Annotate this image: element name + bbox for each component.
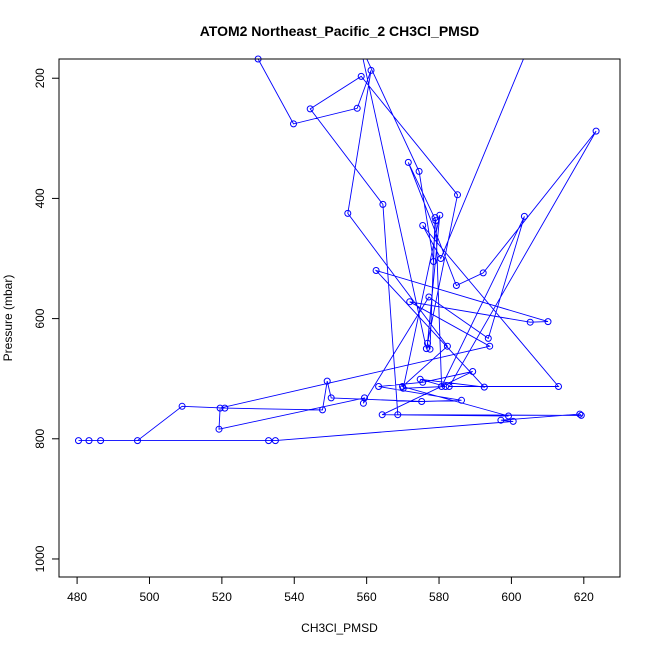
x-tick-label: 480 bbox=[67, 590, 87, 604]
data-point bbox=[480, 383, 488, 391]
x-axis-label: CH3Cl_PMSD bbox=[301, 621, 378, 635]
x-tick-label: 620 bbox=[574, 590, 594, 604]
data-point bbox=[265, 437, 273, 445]
chart-title: ATOM2 Northeast_Pacific_2 CH3Cl_PMSD bbox=[200, 23, 480, 39]
data-point bbox=[306, 105, 314, 113]
x-tick-label: 540 bbox=[284, 590, 304, 604]
data-point bbox=[378, 411, 386, 419]
series-points bbox=[75, 55, 600, 445]
data-point bbox=[134, 437, 141, 445]
data-point bbox=[479, 269, 487, 277]
data-point bbox=[526, 318, 534, 326]
data-point bbox=[406, 298, 414, 306]
data-point bbox=[425, 293, 433, 301]
data-point bbox=[357, 72, 365, 80]
data-point bbox=[85, 437, 93, 445]
data-point bbox=[404, 158, 412, 166]
data-point bbox=[592, 127, 600, 135]
data-point bbox=[327, 394, 335, 402]
data-point bbox=[221, 404, 229, 412]
series-line bbox=[78, 59, 597, 442]
data-point bbox=[443, 342, 451, 350]
y-axis: 200 400 600 800 1000 bbox=[33, 68, 60, 572]
series-polyline bbox=[78, 59, 597, 442]
data-point bbox=[353, 104, 361, 112]
data-point bbox=[216, 404, 224, 412]
data-point bbox=[577, 411, 585, 419]
y-tick-label: 400 bbox=[33, 188, 47, 208]
data-point bbox=[497, 416, 505, 424]
data-point bbox=[344, 209, 352, 217]
x-tick-label: 500 bbox=[139, 590, 159, 604]
data-point bbox=[97, 437, 105, 445]
data-point bbox=[509, 417, 517, 425]
data-point bbox=[215, 425, 223, 433]
y-tick-label: 1000 bbox=[33, 545, 47, 572]
data-point bbox=[445, 383, 453, 390]
data-point bbox=[372, 267, 380, 274]
data-point bbox=[486, 342, 494, 350]
data-point bbox=[394, 411, 402, 419]
data-point bbox=[544, 318, 552, 326]
data-point bbox=[576, 410, 584, 418]
data-point bbox=[271, 437, 279, 445]
x-tick-label: 560 bbox=[357, 590, 377, 604]
data-point bbox=[290, 120, 297, 128]
data-point bbox=[375, 383, 383, 390]
data-point bbox=[359, 399, 367, 407]
y-tick-label: 600 bbox=[33, 308, 47, 328]
data-point bbox=[426, 345, 434, 353]
data-point bbox=[436, 211, 444, 219]
data-point bbox=[418, 398, 426, 405]
data-point bbox=[424, 339, 431, 347]
data-point bbox=[438, 383, 446, 390]
y-tick-label: 800 bbox=[33, 428, 47, 448]
x-tick-label: 580 bbox=[429, 590, 449, 604]
data-point bbox=[458, 396, 465, 404]
x-tick-label: 520 bbox=[212, 590, 232, 604]
data-point bbox=[555, 383, 562, 390]
data-point bbox=[319, 406, 326, 414]
data-point bbox=[415, 167, 423, 175]
data-point bbox=[484, 334, 492, 342]
data-point bbox=[452, 282, 460, 289]
data-point bbox=[75, 437, 82, 445]
data-point bbox=[454, 191, 461, 199]
data-point bbox=[323, 377, 331, 385]
x-axis: 480 500 520 540 560 580 600 620 bbox=[67, 576, 594, 604]
data-point bbox=[430, 258, 438, 265]
data-point bbox=[469, 368, 477, 375]
data-point bbox=[520, 212, 528, 220]
x-tick-label: 600 bbox=[501, 590, 521, 604]
data-point bbox=[419, 222, 427, 229]
data-point bbox=[505, 412, 512, 420]
data-point bbox=[379, 200, 387, 208]
data-point bbox=[416, 375, 424, 383]
data-point bbox=[437, 255, 445, 262]
data-point bbox=[399, 384, 407, 392]
data-point bbox=[442, 383, 449, 390]
data-point bbox=[367, 66, 375, 74]
y-axis-label: Pressure (mbar) bbox=[1, 275, 15, 362]
data-point bbox=[178, 402, 186, 410]
data-point bbox=[432, 217, 440, 225]
y-tick-label: 200 bbox=[33, 68, 47, 88]
